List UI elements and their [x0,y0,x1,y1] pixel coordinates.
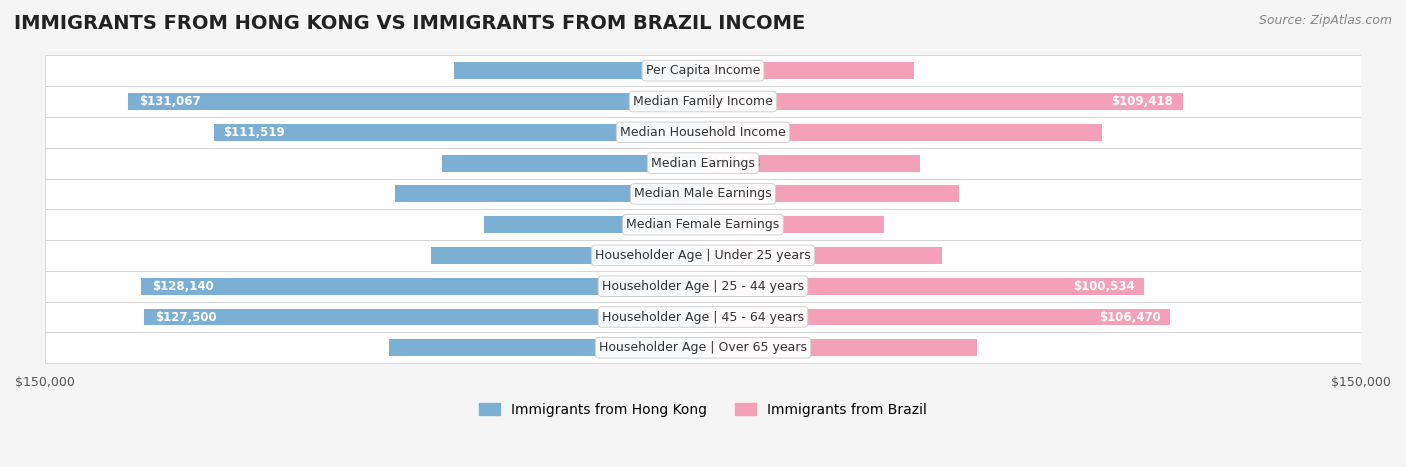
Text: $111,519: $111,519 [224,126,285,139]
Text: $62,364: $62,364 [711,341,761,354]
Text: $127,500: $127,500 [155,311,217,324]
Text: $54,487: $54,487 [711,249,761,262]
Bar [45,56,1361,86]
Text: $58,324: $58,324 [711,187,761,200]
Text: $70,146: $70,146 [645,187,695,200]
Legend: Immigrants from Hong Kong, Immigrants from Brazil: Immigrants from Hong Kong, Immigrants fr… [474,397,932,422]
Bar [45,333,1361,363]
Bar [703,93,1182,110]
Text: Householder Age | 45 - 64 years: Householder Age | 45 - 64 years [602,311,804,324]
Text: Householder Age | Under 25 years: Householder Age | Under 25 years [595,249,811,262]
Text: Householder Age | 25 - 44 years: Householder Age | 25 - 44 years [602,280,804,293]
Bar [703,62,914,79]
Bar [45,148,1361,178]
Text: $59,433: $59,433 [645,156,695,170]
Text: $49,463: $49,463 [711,156,761,170]
Text: Median Earnings: Median Earnings [651,156,755,170]
Bar [389,340,703,356]
Text: Median Family Income: Median Family Income [633,95,773,108]
Bar [703,340,977,356]
Text: $49,818: $49,818 [645,218,695,231]
Text: Median Female Earnings: Median Female Earnings [627,218,779,231]
Text: $62,083: $62,083 [645,249,695,262]
Text: $128,140: $128,140 [152,280,214,293]
Bar [703,155,920,171]
Bar [45,240,1361,271]
Text: $56,709: $56,709 [645,64,695,77]
Bar [430,247,703,264]
Bar [703,185,959,202]
Bar [128,93,703,110]
Bar [143,309,703,325]
Text: $131,067: $131,067 [139,95,201,108]
Bar [443,155,703,171]
Bar [45,302,1361,333]
Bar [454,62,703,79]
Text: Per Capita Income: Per Capita Income [645,64,761,77]
Bar [45,271,1361,302]
Bar [45,178,1361,209]
Text: Source: ZipAtlas.com: Source: ZipAtlas.com [1258,14,1392,27]
Text: Median Male Earnings: Median Male Earnings [634,187,772,200]
Bar [485,216,703,233]
Bar [141,278,703,295]
Text: $100,534: $100,534 [1073,280,1135,293]
Bar [45,117,1361,148]
Text: Median Household Income: Median Household Income [620,126,786,139]
Bar [703,309,1170,325]
Text: $41,273: $41,273 [711,218,761,231]
Bar [214,124,703,141]
Bar [45,86,1361,117]
Bar [703,216,884,233]
Bar [395,185,703,202]
Text: $106,470: $106,470 [1099,311,1161,324]
Bar [703,278,1144,295]
Text: $90,907: $90,907 [711,126,761,139]
Bar [703,247,942,264]
Text: $109,418: $109,418 [1112,95,1174,108]
Bar [703,124,1102,141]
Text: $48,164: $48,164 [711,64,761,77]
Text: $71,567: $71,567 [645,341,695,354]
Text: IMMIGRANTS FROM HONG KONG VS IMMIGRANTS FROM BRAZIL INCOME: IMMIGRANTS FROM HONG KONG VS IMMIGRANTS … [14,14,806,33]
Text: Householder Age | Over 65 years: Householder Age | Over 65 years [599,341,807,354]
Bar [45,209,1361,240]
